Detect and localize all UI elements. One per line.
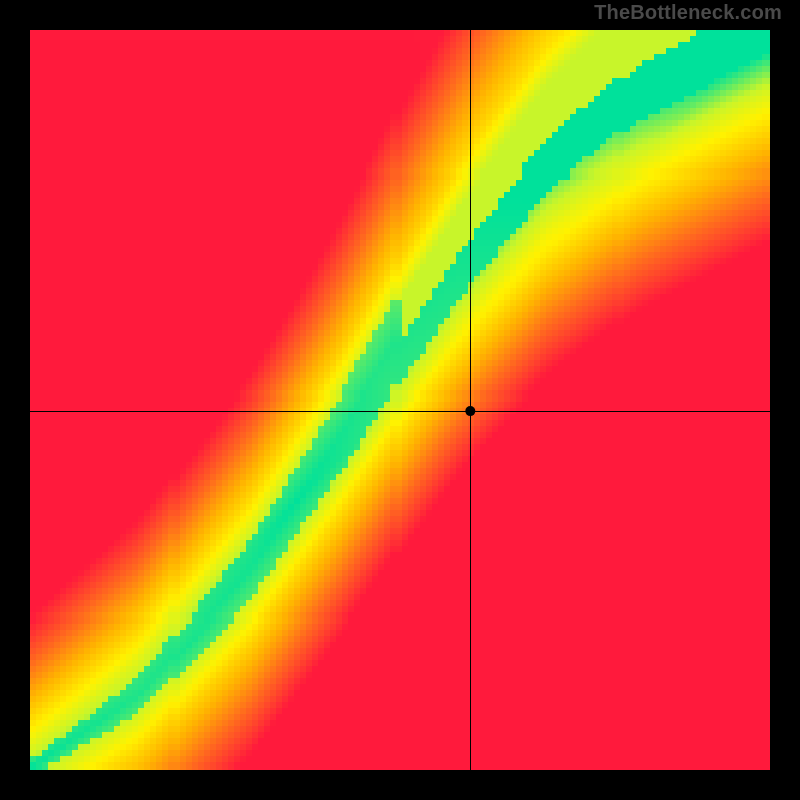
watermark-label: TheBottleneck.com — [594, 2, 782, 25]
bottleneck-heatmap — [0, 0, 800, 800]
chart-stage: TheBottleneck.com — [0, 0, 800, 800]
